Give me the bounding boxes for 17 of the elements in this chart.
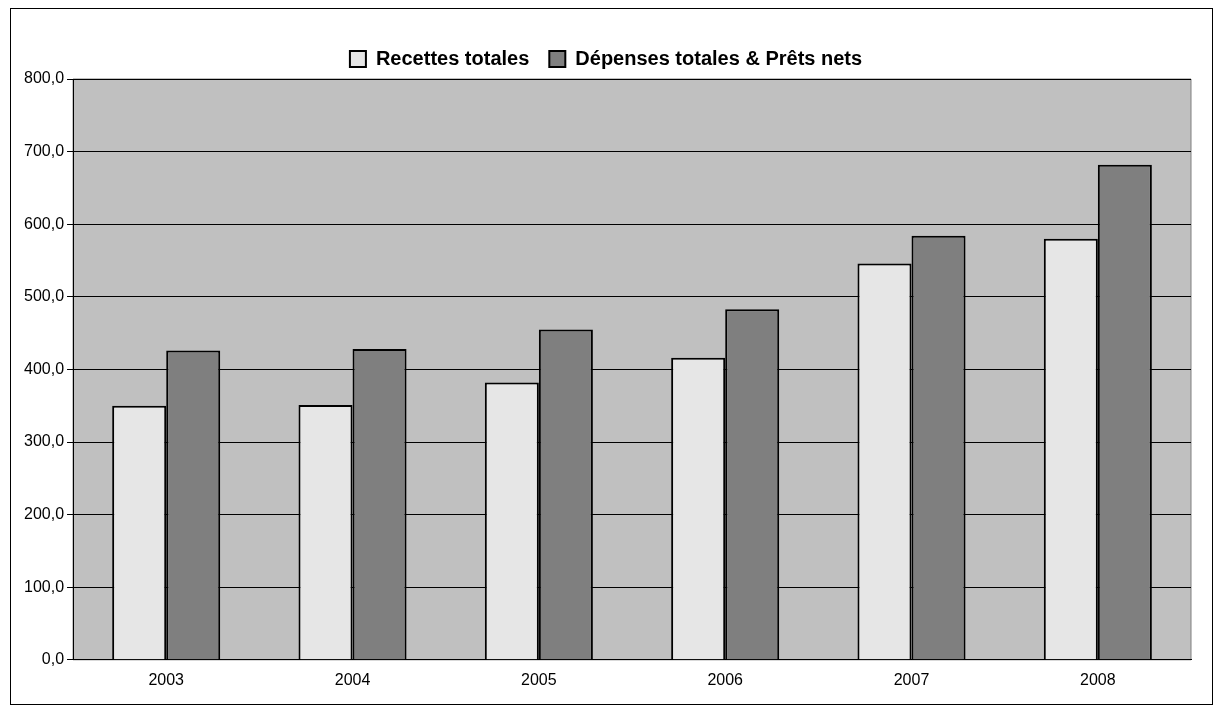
x-tick-label: 2007	[893, 670, 930, 688]
y-tick-label: 800,0	[23, 69, 65, 87]
y-tick-label: 100,0	[23, 577, 65, 595]
y-tick-label: 600,0	[23, 214, 65, 232]
legend-label: Dépenses totales & Prêts nets	[575, 46, 863, 69]
y-tick-label: 400,0	[23, 359, 65, 377]
y-tick-label: 0,0	[41, 650, 65, 668]
x-tick-label: 2005	[521, 670, 557, 688]
y-tick-label: 300,0	[23, 432, 65, 450]
x-tick-label: 2003	[148, 670, 185, 688]
legend-label: Recettes totales	[375, 46, 530, 69]
y-tick-label: 500,0	[23, 287, 65, 305]
x-tick-label: 2004	[334, 670, 371, 688]
y-tick-label: 200,0	[23, 505, 65, 523]
y-tick-label: 700,0	[23, 142, 65, 160]
x-tick-label: 2008	[1080, 670, 1116, 688]
x-tick-label: 2006	[707, 670, 744, 688]
